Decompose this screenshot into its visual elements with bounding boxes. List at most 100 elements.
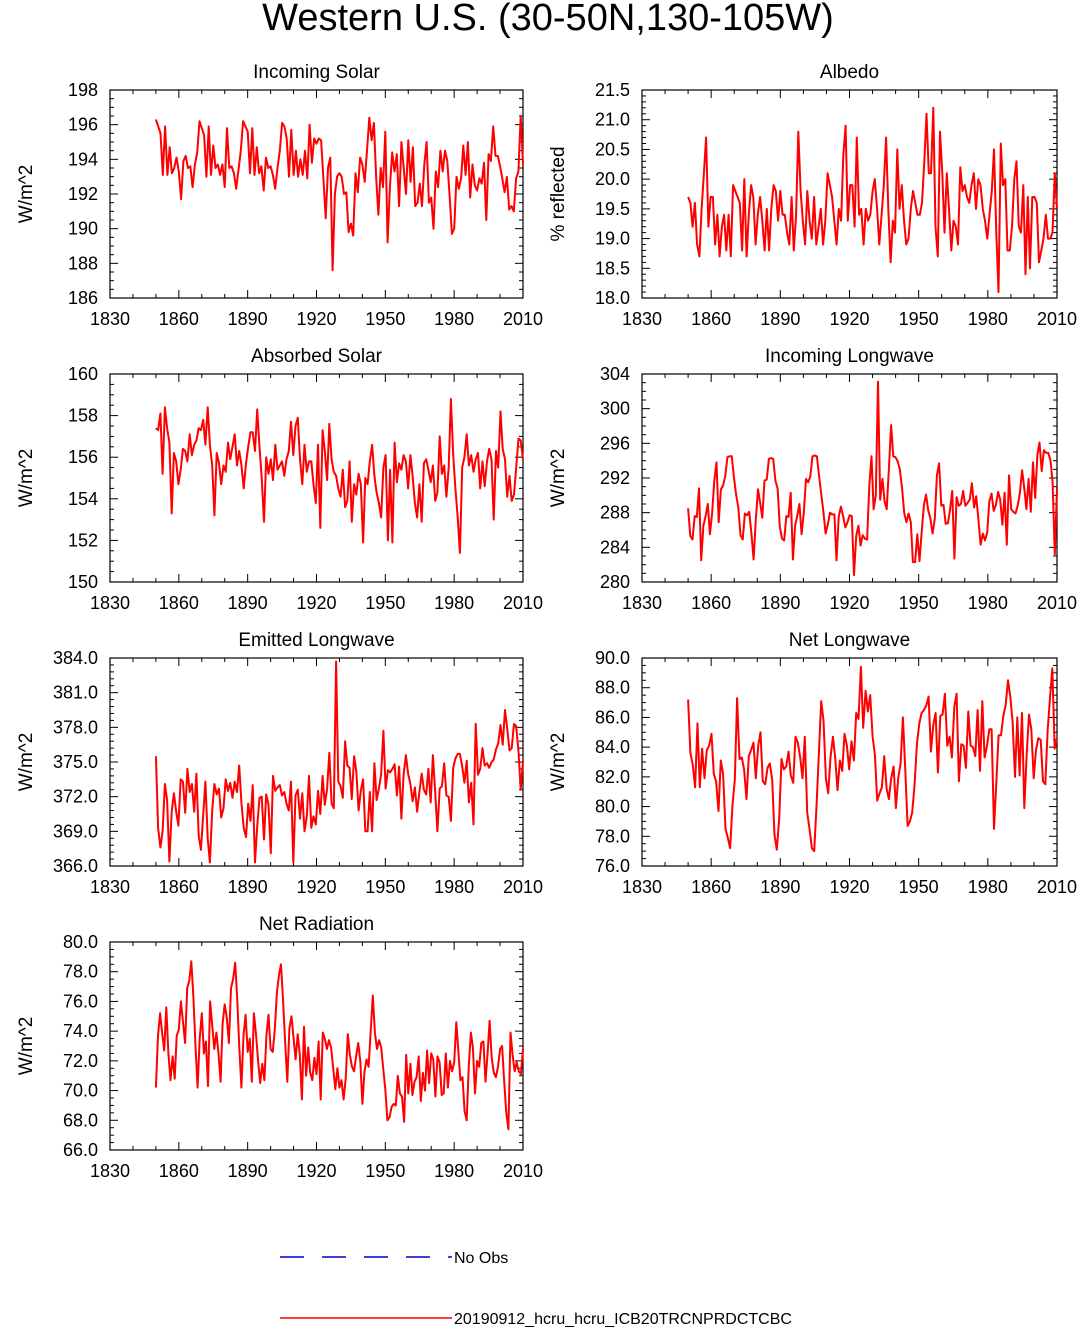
y-tick-label: 280 — [600, 572, 630, 592]
y-tick-label: 292 — [600, 468, 630, 488]
x-tick-label: 1980 — [968, 593, 1008, 613]
y-tick-label: 188 — [68, 253, 98, 273]
x-tick-label: 1890 — [760, 593, 800, 613]
series-line — [154, 660, 524, 864]
panel-title: Net Longwave — [789, 630, 910, 651]
series-line — [154, 960, 524, 1131]
x-tick-label: 1830 — [90, 593, 130, 613]
y-tick-label: 21.5 — [595, 80, 630, 100]
y-tick-label: 80.0 — [595, 797, 630, 817]
x-tick-label: 2010 — [1037, 593, 1077, 613]
panel-net-radiation: Net Radiation W/m^2 1830 1860 1890 1920 1950 19… — [16, 914, 543, 1181]
y-tick-label: 88.0 — [595, 678, 630, 698]
y-tick-label: 381.0 — [53, 683, 98, 703]
x-tick-label: 1860 — [159, 309, 199, 329]
legend: No Obs 20190912_hcru_hcru_ICB20TRCNPRDCT… — [280, 1250, 792, 1328]
y-tick-label: 80.0 — [63, 932, 98, 952]
y-tick-label: 375.0 — [53, 752, 98, 772]
x-tick-label: 1920 — [296, 1161, 336, 1181]
y-axis-label: W/m^2 — [16, 733, 37, 792]
x-tick-label: 1830 — [622, 593, 662, 613]
y-tick-label: 86.0 — [595, 707, 630, 727]
panel-title: Absorbed Solar — [251, 346, 383, 367]
y-tick-label: 20.0 — [595, 169, 630, 189]
y-tick-label: 378.0 — [53, 717, 98, 737]
y-tick-label: 296 — [600, 433, 630, 453]
y-tick-label: 84.0 — [595, 737, 630, 757]
y-tick-label: 369.0 — [53, 821, 98, 841]
y-tick-label: 78.0 — [595, 826, 630, 846]
x-tick-label: 1890 — [760, 877, 800, 897]
y-tick-label: 384.0 — [53, 648, 98, 668]
panel-title: Emitted Longwave — [238, 630, 394, 651]
y-tick-label: 21.0 — [595, 110, 630, 130]
x-tick-label: 1830 — [622, 877, 662, 897]
x-tick-label: 1890 — [228, 877, 268, 897]
y-axis-label: % reflected — [548, 146, 569, 241]
x-tick-label: 1920 — [829, 593, 869, 613]
y-axis-label: W/m^2 — [16, 449, 37, 508]
y-tick-label: 160 — [68, 364, 98, 384]
x-tick-label: 1920 — [296, 593, 336, 613]
y-tick-label: 18.5 — [595, 258, 630, 278]
panel-incoming-longwave: Incoming Longwave W/m^2 1830 1860 1890 1920 19… — [548, 346, 1077, 613]
x-tick-label: 1860 — [159, 1161, 199, 1181]
y-tick-label: 300 — [600, 399, 630, 419]
x-tick-label: 1950 — [365, 877, 405, 897]
y-tick-label: 76.0 — [63, 991, 98, 1011]
x-tick-label: 1980 — [434, 1161, 474, 1181]
x-tick-label: 1920 — [296, 309, 336, 329]
x-tick-label: 1920 — [829, 877, 869, 897]
x-tick-label: 2010 — [1037, 877, 1077, 897]
y-tick-label: 190 — [68, 219, 98, 239]
y-tick-label: 154 — [68, 489, 98, 509]
plot-frame — [109, 89, 524, 299]
x-tick-label: 2010 — [1037, 309, 1077, 329]
x-tick-label: 1860 — [691, 877, 731, 897]
x-tick-label: 1890 — [228, 309, 268, 329]
y-tick-label: 192 — [68, 184, 98, 204]
y-axis-label: W/m^2 — [548, 449, 569, 508]
x-tick-label: 1890 — [228, 593, 268, 613]
y-tick-label: 288 — [600, 503, 630, 523]
y-tick-label: 19.0 — [595, 229, 630, 249]
y-tick-label: 196 — [68, 115, 98, 135]
figure-title: Western U.S. (30-50N,130-105W) — [262, 0, 834, 39]
y-tick-label: 19.5 — [595, 199, 630, 219]
series-line — [687, 380, 1058, 577]
y-tick-label: 366.0 — [53, 856, 98, 876]
x-tick-label: 1950 — [365, 593, 405, 613]
x-tick-label: 1980 — [434, 309, 474, 329]
x-tick-label: 1950 — [365, 309, 405, 329]
series-line — [687, 106, 1058, 294]
y-tick-label: 78.0 — [63, 962, 98, 982]
x-tick-label: 2010 — [503, 877, 543, 897]
y-tick-label: 68.0 — [63, 1110, 98, 1130]
x-tick-label: 2010 — [503, 593, 543, 613]
x-tick-label: 1860 — [159, 593, 199, 613]
chart-panels: Incoming Solar W/m^2 1830 1860 1890 1920 1950 1… — [16, 62, 1077, 1181]
panel-absorbed-solar: Absorbed Solar W/m^2 1830 1860 1890 1920 1950 1… — [16, 346, 543, 613]
y-tick-label: 284 — [600, 537, 630, 557]
x-tick-label: 1830 — [90, 877, 130, 897]
panel-net-longwave: Net Longwave W/m^2 1830 1860 1890 1920 1950 198… — [548, 630, 1077, 897]
y-tick-label: 72.0 — [63, 1051, 98, 1071]
y-tick-label: 82.0 — [595, 767, 630, 787]
y-tick-label: 198 — [68, 80, 98, 100]
x-tick-label: 1830 — [90, 309, 130, 329]
x-tick-label: 1860 — [159, 877, 199, 897]
y-tick-label: 150 — [68, 572, 98, 592]
panel-albedo: Albedo % reflected 1830 1860 1890 1920 1950 198… — [548, 62, 1077, 329]
y-tick-label: 372.0 — [53, 787, 98, 807]
y-tick-label: 194 — [68, 149, 98, 169]
x-tick-label: 1980 — [434, 877, 474, 897]
series-line — [154, 115, 524, 272]
x-tick-label: 1920 — [296, 877, 336, 897]
series-line — [155, 398, 524, 554]
panel-title: Albedo — [820, 62, 879, 83]
y-tick-label: 18.0 — [595, 288, 630, 308]
x-tick-label: 1860 — [691, 309, 731, 329]
series-line — [687, 665, 1058, 853]
panel-incoming-solar: Incoming Solar W/m^2 1830 1860 1890 1920 1950 1… — [16, 62, 543, 329]
